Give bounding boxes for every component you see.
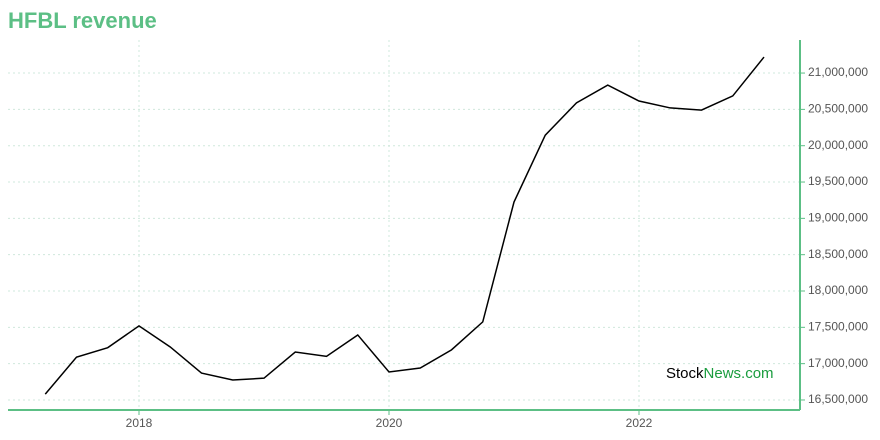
watermark: StockNews.com: [666, 365, 774, 382]
y-tick-label: 18,500,000: [808, 247, 868, 261]
line-series: [44, 56, 765, 395]
y-tick-label: 19,000,000: [808, 211, 868, 225]
y-tick-label: 20,000,000: [808, 138, 868, 152]
watermark-part: News.com: [704, 365, 774, 382]
y-tick-label: 17,500,000: [808, 319, 868, 333]
y-tick-label: 20,500,000: [808, 102, 868, 116]
y-tick-label: 18,000,000: [808, 283, 868, 297]
y-tick-label: 16,500,000: [808, 392, 868, 406]
watermark-part: Stock: [666, 365, 704, 382]
x-tick-label: 2020: [376, 416, 403, 430]
x-tick-label: 2022: [626, 416, 653, 430]
y-tick-label: 17,000,000: [808, 356, 868, 370]
chart-title: HFBL revenue: [8, 8, 157, 33]
x-tick-label: 2018: [126, 416, 153, 430]
y-tick-label: 21,000,000: [808, 65, 868, 79]
y-tick-label: 19,500,000: [808, 174, 868, 188]
